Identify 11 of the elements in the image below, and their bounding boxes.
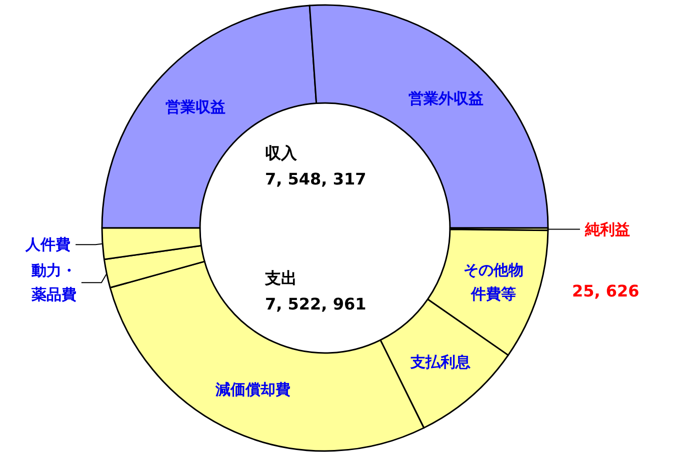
text: 収入 7, 548, 317 <box>265 144 366 188</box>
slice-label: 支払利息 <box>410 353 472 372</box>
slice-label: 減価償却費 <box>214 380 290 399</box>
slice-label: 営業収益 <box>166 98 226 116</box>
slice-label: 動力・薬品費 <box>30 262 76 304</box>
text: 支出 7, 522, 961 <box>264 268 366 314</box>
slice-label: その他物件費等 <box>464 260 524 303</box>
slice-label: 営業外収益 <box>408 90 484 108</box>
text: 25, 626 <box>572 282 640 300</box>
slice-label: 人件費 <box>24 236 71 254</box>
slice-label: 純利益 <box>584 220 630 238</box>
